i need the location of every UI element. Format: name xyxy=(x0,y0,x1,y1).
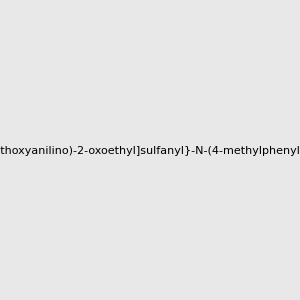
Text: 2-{[2-(2-ethoxyanilino)-2-oxoethyl]sulfanyl}-N-(4-methylphenyl)acetamide: 2-{[2-(2-ethoxyanilino)-2-oxoethyl]sulfa… xyxy=(0,146,300,157)
